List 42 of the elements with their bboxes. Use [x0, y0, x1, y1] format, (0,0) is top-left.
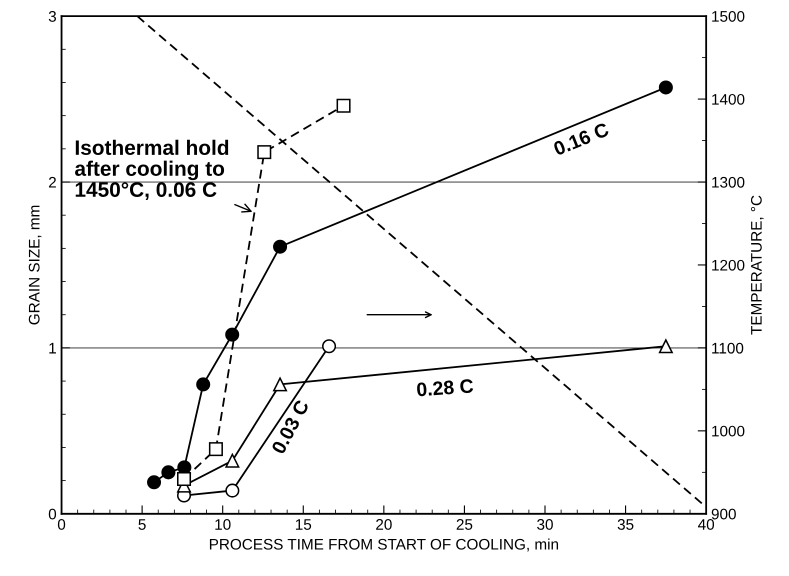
point: [177, 472, 192, 486]
point: [336, 98, 351, 113]
point: [273, 377, 288, 392]
y-tick-label: 2: [48, 176, 56, 188]
point: [161, 465, 176, 480]
y2-tick-label: 1500: [712, 10, 744, 22]
y2-tick-label: 1000: [712, 426, 744, 437]
y2-tick-label: 1400: [712, 94, 744, 105]
point: [208, 442, 223, 456]
point: [225, 328, 240, 342]
x-tick-label: 0: [58, 519, 66, 530]
y2-tick-label: 1100: [712, 342, 744, 354]
annotation: 0.16 C: [552, 122, 610, 156]
x-tick-label: 15: [296, 519, 312, 530]
annotation: 0.28 C: [416, 378, 474, 397]
x-tick-label: 5: [138, 519, 146, 530]
point: [147, 475, 162, 490]
y2-tick-label: 900: [712, 508, 736, 520]
y-tick-label: 1: [49, 342, 56, 354]
point: [658, 339, 673, 354]
point: [273, 240, 288, 254]
x-tick-label: 25: [456, 519, 472, 530]
x-tick-label: 30: [537, 519, 553, 530]
y-tick-label: 3: [48, 10, 56, 22]
y2-tick-label: 1200: [712, 260, 744, 271]
annotation: Isothermal hold after cooling to 1450°C, 0.06 C: [75, 140, 228, 200]
point: [225, 484, 240, 498]
y-axis-title: GRAIN SIZE, mm: [28, 206, 42, 324]
point: [257, 145, 272, 160]
point: [658, 80, 673, 94]
y2-axis-title: TEMPERATURE, °C: [750, 196, 764, 335]
point: [196, 377, 210, 392]
y-tick-label: 0: [48, 508, 56, 520]
y2-tick-label: 1300: [712, 176, 744, 188]
x-axis-title: PROCESS TIME FROM START OF COOLING, min: [210, 538, 558, 552]
x-tick-label: 20: [376, 519, 392, 530]
x-tick-label: 10: [215, 519, 231, 530]
point: [322, 339, 336, 354]
x-tick-label: 40: [698, 519, 714, 530]
x-tick-label: 35: [618, 519, 634, 530]
annotation: 0.03 C: [271, 398, 310, 455]
point: [225, 454, 240, 468]
